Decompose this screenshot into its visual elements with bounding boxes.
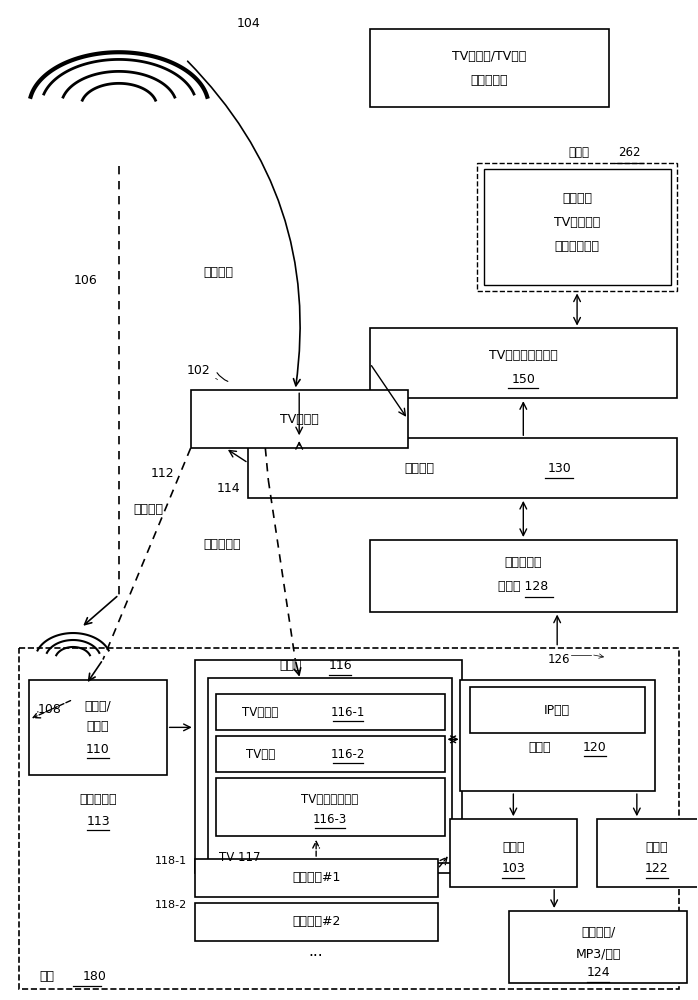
Text: 122: 122: [645, 862, 669, 875]
Bar: [216, 736, 445, 772]
Bar: [370, 328, 676, 398]
Text: 116-2: 116-2: [331, 748, 365, 761]
Text: TV采样器: TV采样器: [242, 706, 279, 719]
Bar: [216, 778, 445, 836]
Text: 118-2: 118-2: [154, 900, 187, 910]
Text: 112: 112: [151, 467, 174, 480]
Text: 存储器: 存储器: [569, 146, 590, 159]
Bar: [20, 648, 678, 989]
Text: 家庭成员#2: 家庭成员#2: [292, 915, 341, 928]
Text: 103: 103: [501, 862, 525, 875]
Text: 提供者 128: 提供者 128: [498, 580, 549, 593]
Text: 116-1: 116-1: [331, 706, 365, 719]
Text: 108: 108: [37, 703, 61, 716]
Bar: [370, 29, 609, 107]
Text: 104: 104: [237, 17, 260, 30]
Text: 124: 124: [586, 966, 610, 979]
Text: 116: 116: [328, 659, 352, 672]
Text: （电缆）: （电缆）: [134, 503, 164, 516]
Text: IP地址: IP地址: [544, 704, 570, 717]
Text: 路由器: 路由器: [528, 741, 551, 754]
Text: 130: 130: [547, 462, 571, 475]
Bar: [195, 660, 461, 873]
Text: （卫星）: （卫星）: [204, 266, 234, 279]
Text: TV应用: TV应用: [246, 748, 275, 761]
Bar: [597, 819, 698, 887]
Bar: [216, 694, 445, 730]
Bar: [484, 169, 671, 285]
Text: 262: 262: [618, 146, 640, 159]
Text: 音频指纹数据: 音频指纹数据: [555, 240, 600, 253]
Text: TV广播者: TV广播者: [280, 413, 318, 426]
Text: （电话线）: （电话线）: [204, 538, 242, 551]
Text: 106: 106: [73, 274, 97, 287]
Bar: [370, 540, 676, 612]
Text: 113: 113: [86, 815, 110, 828]
Text: 接收器/: 接收器/: [84, 700, 112, 713]
Text: 数据提供者: 数据提供者: [470, 74, 508, 87]
Text: 智能电话/: 智能电话/: [581, 926, 615, 939]
Text: 120: 120: [583, 741, 607, 754]
Bar: [248, 438, 676, 498]
Bar: [450, 819, 577, 887]
Text: MP3/音乐: MP3/音乐: [575, 948, 621, 961]
Bar: [459, 680, 655, 791]
Text: 机顶盒: 机顶盒: [279, 659, 302, 672]
Text: TV 117: TV 117: [218, 851, 260, 864]
Text: TV频道数据: TV频道数据: [554, 216, 600, 229]
Text: 转换器: 转换器: [87, 720, 110, 733]
Bar: [191, 390, 408, 448]
Bar: [470, 687, 645, 733]
Text: 118-1: 118-1: [155, 856, 187, 866]
Text: 程序模块: 程序模块: [562, 192, 592, 205]
Text: 150: 150: [512, 373, 535, 386]
Text: 180: 180: [83, 970, 107, 983]
Text: 控制台: 控制台: [646, 841, 668, 854]
Bar: [195, 859, 438, 897]
Text: ···: ···: [309, 949, 323, 964]
Bar: [207, 678, 452, 863]
Text: TV内容识别服务器: TV内容识别服务器: [489, 349, 558, 362]
Text: 102: 102: [187, 364, 211, 377]
Bar: [29, 680, 167, 775]
Text: 116-3: 116-3: [313, 813, 347, 826]
Text: 传统机顶盒: 传统机顶盒: [80, 793, 117, 806]
Text: 通信网络: 通信网络: [405, 462, 435, 475]
Text: 126: 126: [548, 653, 570, 666]
Text: 家庭成员#1: 家庭成员#1: [292, 871, 341, 884]
Bar: [477, 163, 676, 291]
Text: 计算机: 计算机: [502, 841, 525, 854]
Text: TV收视历史记录: TV收视历史记录: [302, 793, 359, 806]
Bar: [195, 903, 438, 941]
Text: 110: 110: [86, 743, 110, 756]
Text: 114: 114: [216, 482, 240, 495]
Text: TV广播者/TV计量: TV广播者/TV计量: [452, 50, 526, 63]
Text: 因特网服务: 因特网服务: [505, 556, 542, 569]
Text: 家庭: 家庭: [39, 970, 54, 983]
Bar: [510, 911, 687, 983]
